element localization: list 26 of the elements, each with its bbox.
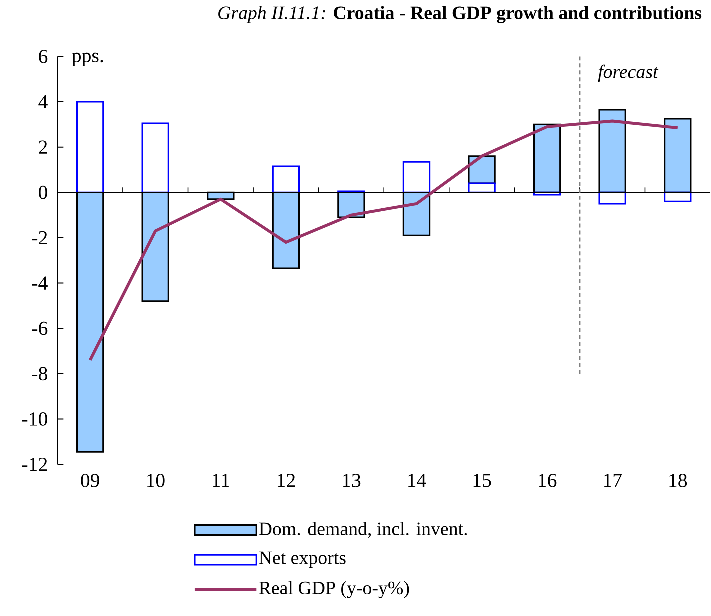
x-tick-label: 13 bbox=[343, 474, 361, 488]
y-tick-label: -2 bbox=[32, 232, 48, 245]
legend-label: Real GDP (y-o-y%) bbox=[259, 581, 410, 599]
x-tick-label: 09 bbox=[81, 474, 100, 488]
x-tick-label: 16 bbox=[539, 474, 557, 488]
legend-label: Dom. demand, incl. invent. bbox=[259, 522, 468, 538]
legend-label: Net exports bbox=[259, 552, 346, 568]
y-tick-label: 0 bbox=[39, 186, 48, 200]
annotation: forecast bbox=[598, 64, 659, 82]
x-tick-label: 12 bbox=[278, 474, 296, 488]
x-tick-label: 10 bbox=[147, 474, 165, 488]
x-tick-label: 15 bbox=[474, 474, 492, 488]
x-tick-label: 14 bbox=[408, 474, 426, 488]
y-axis-title: pps. bbox=[72, 53, 104, 67]
y-tick-label: -8 bbox=[32, 367, 48, 381]
y-tick-label: -10 bbox=[22, 412, 48, 426]
y-tick-label: -6 bbox=[32, 322, 48, 336]
y-tick-label: 2 bbox=[39, 140, 48, 154]
y-tick-label: 6 bbox=[39, 50, 48, 64]
x-tick-label: 18 bbox=[670, 474, 688, 488]
x-tick-label: 17 bbox=[604, 474, 622, 488]
y-tick-label: -12 bbox=[22, 458, 48, 472]
y-tick-label: -4 bbox=[32, 276, 48, 290]
chart-title: Graph II.11.1: Croatia - Real GDP growth and contributions bbox=[218, 6, 702, 24]
x-tick-label: 11 bbox=[213, 474, 230, 488]
y-tick-label: 4 bbox=[38, 96, 48, 109]
